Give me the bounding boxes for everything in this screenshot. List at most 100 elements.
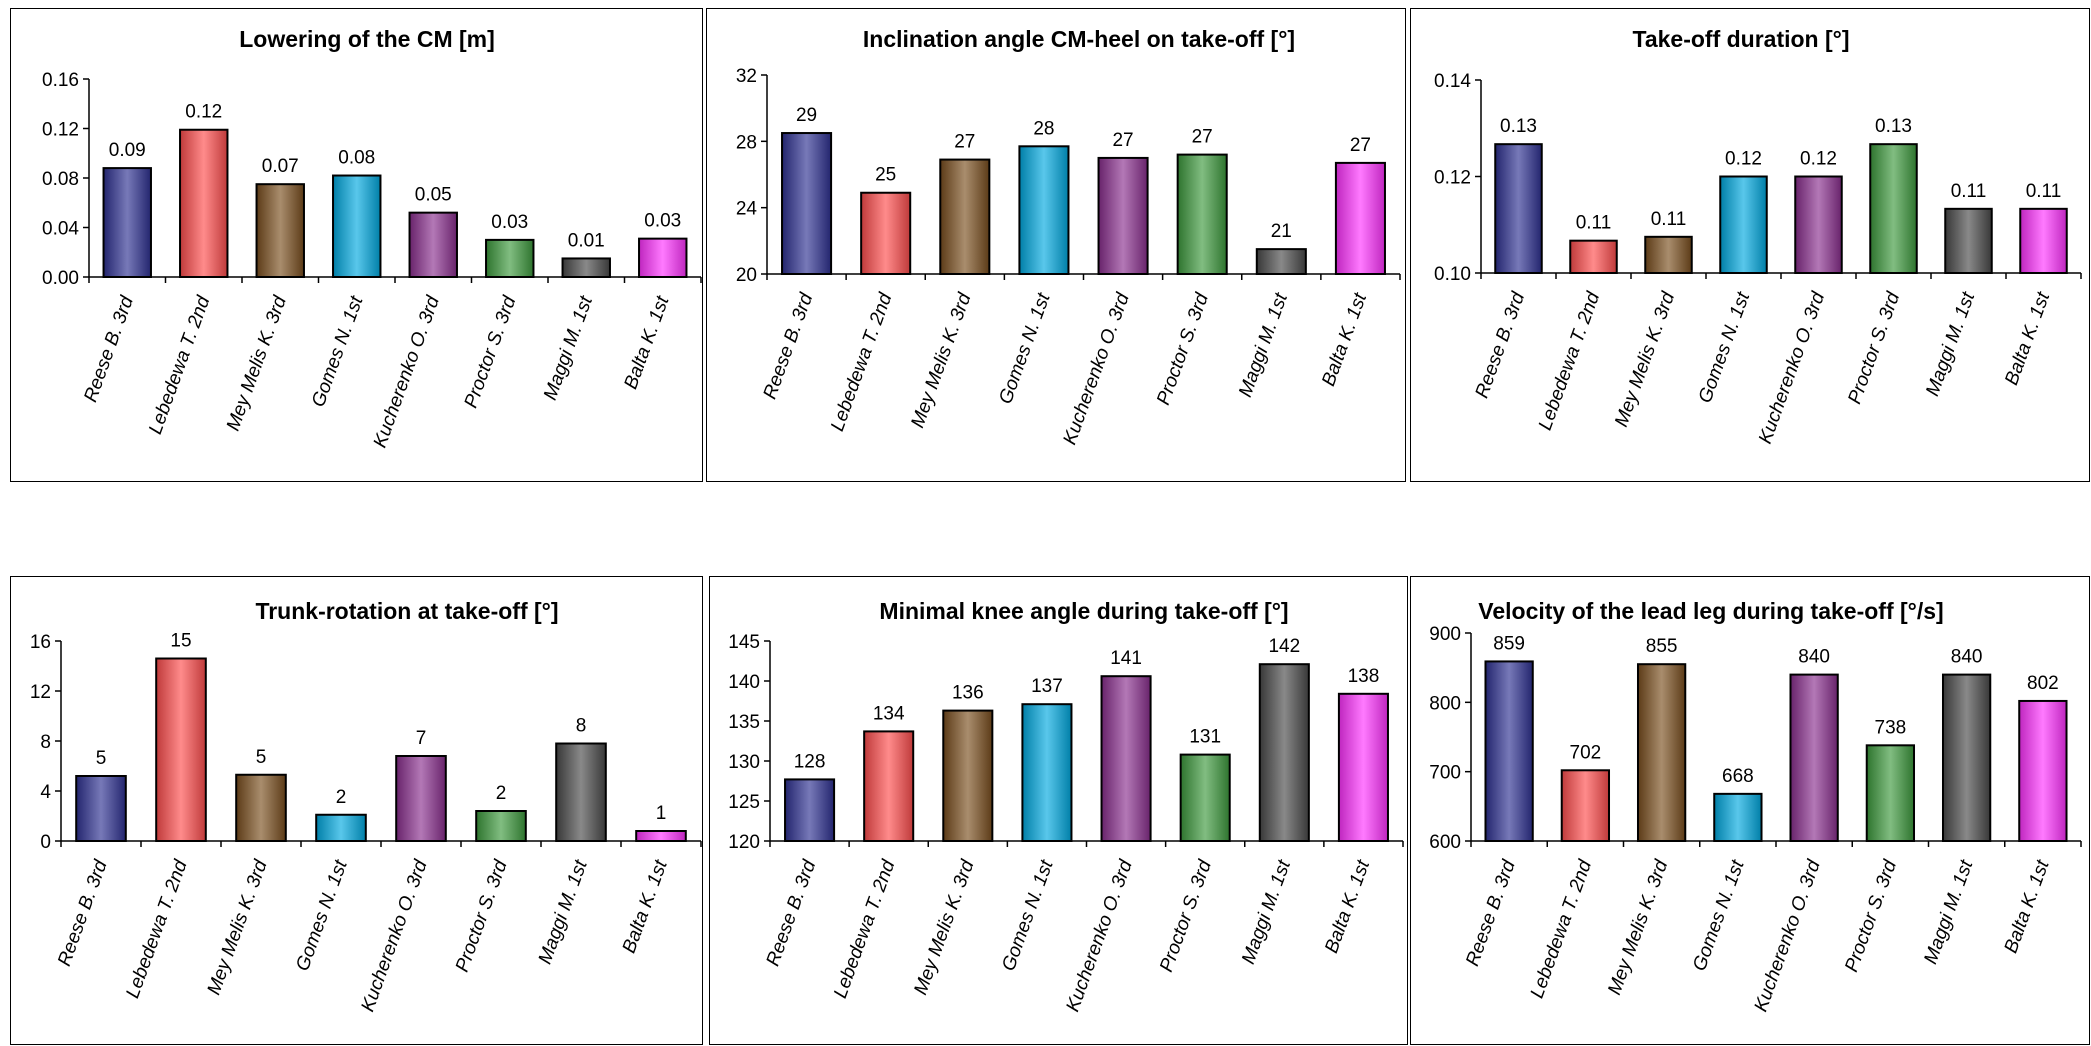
y-tick-label: 600 [1429, 832, 1461, 853]
data-label: 840 [1798, 647, 1830, 668]
y-tick-label: 32 [736, 66, 757, 87]
y-tick-label: 800 [1429, 693, 1461, 714]
category-label: Maggi M. 1st [540, 293, 597, 403]
chart-svg: Trunk-rotation at take-off [°]04812165Re… [30, 598, 702, 1015]
category-label: Mey Melis K. 3rd [1604, 856, 1673, 997]
bar [408, 211, 458, 278]
category-label: Balta K. 1st [1318, 290, 1371, 389]
chart-svg: Inclination angle CM-heel on take-off [°… [736, 26, 1401, 448]
data-label: 137 [1031, 676, 1063, 697]
category-label: Maggi M. 1st [535, 857, 592, 967]
bar [638, 237, 688, 278]
bar [1484, 660, 1534, 842]
bar [102, 167, 152, 279]
bar [75, 775, 127, 842]
category-label: Proctor S. 3rd [1156, 856, 1216, 975]
data-label: 141 [1110, 648, 1142, 669]
y-tick-label: 0.08 [42, 169, 79, 190]
bar [781, 132, 833, 275]
chart-svg: Lowering of the CM [m] 0.00 0.04 0.08 0.12 0.… [42, 26, 702, 451]
category-label: Lebedewa T. 2nd [1535, 288, 1605, 433]
category-label: Lebedewa T. 2nd [122, 856, 192, 1001]
bar [555, 742, 607, 842]
chart-title: Velocity of the lead leg during take-off… [1478, 598, 1943, 624]
data-label: 25 [875, 165, 896, 186]
bar [1255, 248, 1307, 275]
chart-panel-inclination-angle: Inclination angle CM-heel on take-off [°… [706, 8, 1406, 482]
y-tick-label: 16 [30, 632, 51, 653]
chart-title: Lowering of the CM [m] [239, 26, 495, 52]
bar [1021, 703, 1073, 842]
data-label: 0.12 [185, 102, 222, 123]
data-label: 28 [1033, 118, 1054, 139]
y-tick-label: 125 [728, 792, 760, 813]
y-tick-label: 24 [736, 199, 758, 220]
bar [561, 257, 611, 278]
data-label: 855 [1646, 636, 1678, 657]
bar [1569, 239, 1618, 274]
bar [1636, 663, 1687, 842]
bar [635, 830, 687, 842]
category-label: Mey Melis K. 3rd [204, 856, 273, 997]
category-label: Proctor S. 3rd [1841, 856, 1901, 975]
category-label: Reese B. 3rd [1472, 288, 1530, 401]
data-label: 702 [1570, 742, 1602, 763]
chart-svg: Minimal knee angle during take-off [°] 12… [728, 598, 1404, 1015]
y-tick-label: 4 [40, 782, 51, 803]
category-label: Reese B. 3rd [54, 856, 112, 969]
bar [475, 810, 527, 842]
category-label: Kucherenko O. 3rd [1062, 856, 1137, 1014]
bar [863, 730, 915, 842]
category-label: Reese B. 3rd [760, 289, 818, 402]
data-label: 134 [873, 703, 905, 724]
data-label: 21 [1271, 221, 1292, 242]
bar [1494, 143, 1543, 274]
data-label: 668 [1722, 766, 1754, 787]
chart-svg: Velocity of the lead leg during take-off… [1429, 598, 2082, 1015]
data-label: 0.08 [338, 148, 375, 169]
y-tick-label: 900 [1429, 624, 1461, 645]
bar [179, 128, 229, 278]
data-label: 15 [170, 631, 191, 652]
bar [255, 183, 305, 278]
bar [485, 238, 535, 278]
data-label: 0.03 [644, 211, 681, 232]
data-label: 0.11 [1951, 181, 1987, 202]
bar [1713, 792, 1763, 842]
category-label: Kucherenko O. 3rd [1059, 289, 1134, 447]
bar [1179, 753, 1231, 843]
y-tick-label: 0 [40, 832, 51, 853]
category-label: Maggi M. 1st [1235, 290, 1292, 400]
chart-panel-lowering-cm: Lowering of the CM [m] 0.00 0.04 0.08 0.12 0.… [10, 8, 703, 482]
category-label: Gomes N. 1st [998, 857, 1058, 974]
category-label: Kucherenko O. 3rd [1755, 288, 1830, 446]
category-label: Mey Melis K. 3rd [907, 289, 976, 430]
chart-svg: Take-off duration [°] 0.10 0.12 0.14 0.13 Ree… [1434, 26, 2082, 447]
data-label: 5 [256, 747, 267, 768]
category-label: Gomes N. 1st [308, 293, 368, 410]
bar [1865, 744, 1916, 843]
data-label: 0.01 [568, 230, 605, 251]
data-label: 2 [336, 787, 347, 808]
y-tick-label: 135 [728, 712, 760, 733]
category-label: Maggi M. 1st [1920, 857, 1977, 967]
chart-title: Inclination angle CM-heel on take-off [°… [863, 26, 1295, 52]
bar [1337, 692, 1389, 842]
bar [332, 174, 382, 278]
data-label: 840 [1951, 647, 1983, 668]
bar [1018, 145, 1070, 275]
data-label: 738 [1875, 717, 1907, 738]
bar [1941, 673, 1992, 842]
chart-panel-trunk-rotation: Trunk-rotation at take-off [°] 0 4 8 12 16 5 Re… [10, 576, 703, 1045]
y-tick-label: 20 [736, 265, 757, 286]
category-label: Gomes N. 1st [995, 290, 1055, 407]
y-tick-label: 0.04 [42, 219, 79, 240]
data-label: 128 [794, 751, 826, 772]
data-label: 2 [496, 783, 507, 804]
bar [235, 773, 287, 842]
category-label: Reese B. 3rd [763, 856, 821, 969]
data-label: 1 [656, 803, 667, 824]
bar [939, 158, 991, 275]
category-label: Gomes N. 1st [1689, 857, 1749, 974]
data-label: 7 [416, 728, 427, 749]
